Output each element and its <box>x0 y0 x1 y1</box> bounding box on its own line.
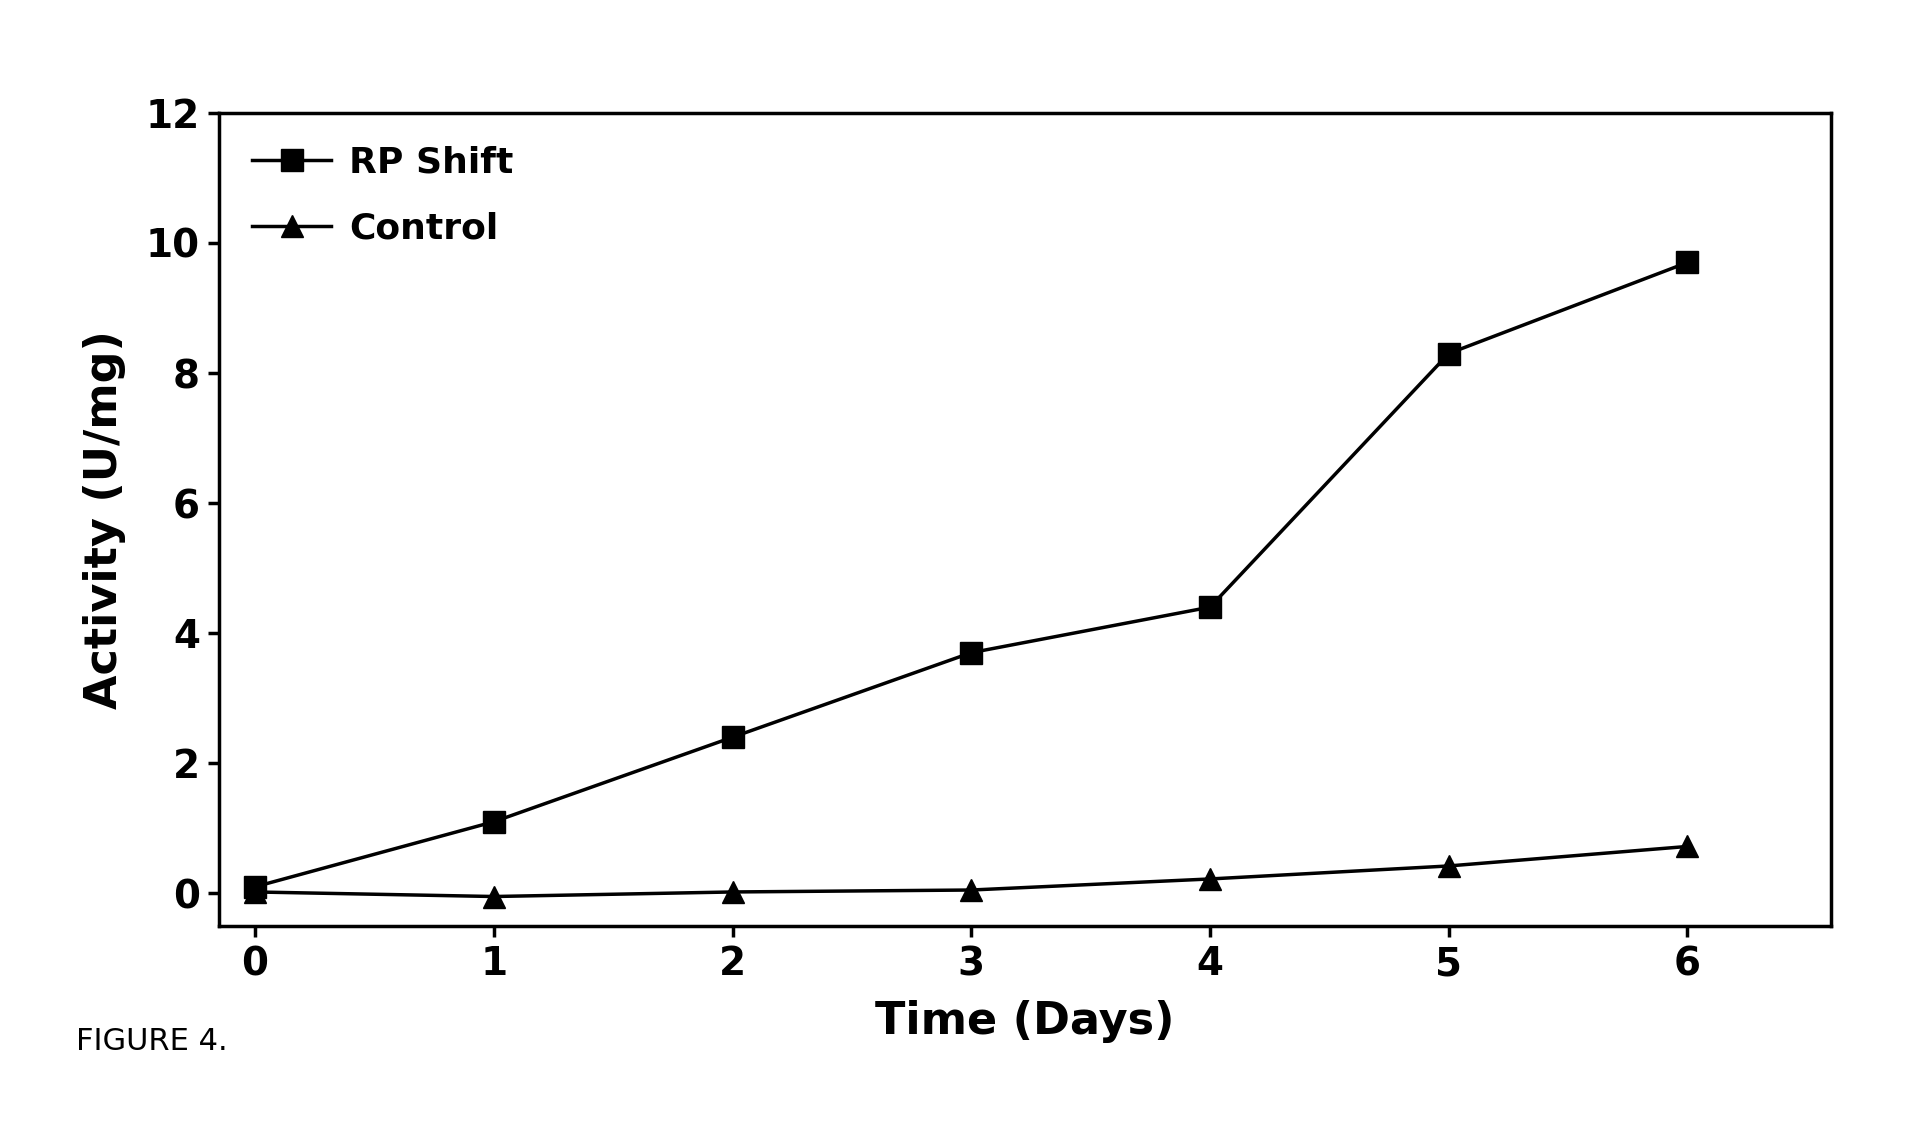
RP Shift <box>1200 601 1222 614</box>
Text: FIGURE 4.: FIGURE 4. <box>76 1027 229 1057</box>
Control <box>1200 873 1222 886</box>
Control <box>959 883 982 896</box>
Y-axis label: Activity (U/mg): Activity (U/mg) <box>84 330 126 709</box>
RP Shift <box>1438 347 1461 360</box>
Control <box>1438 859 1461 873</box>
Line: RP Shift: RP Shift <box>244 252 1699 898</box>
Legend: RP Shift, Control: RP Shift, Control <box>236 131 528 261</box>
Line: Control: Control <box>244 835 1699 908</box>
RP Shift <box>959 646 982 659</box>
RP Shift <box>1676 255 1699 269</box>
X-axis label: Time (Days): Time (Days) <box>875 1000 1175 1043</box>
RP Shift <box>244 879 267 893</box>
RP Shift <box>721 730 744 744</box>
Control <box>244 885 267 899</box>
Control <box>482 890 505 903</box>
Control <box>721 885 744 899</box>
Control <box>1676 840 1699 854</box>
RP Shift <box>482 815 505 829</box>
